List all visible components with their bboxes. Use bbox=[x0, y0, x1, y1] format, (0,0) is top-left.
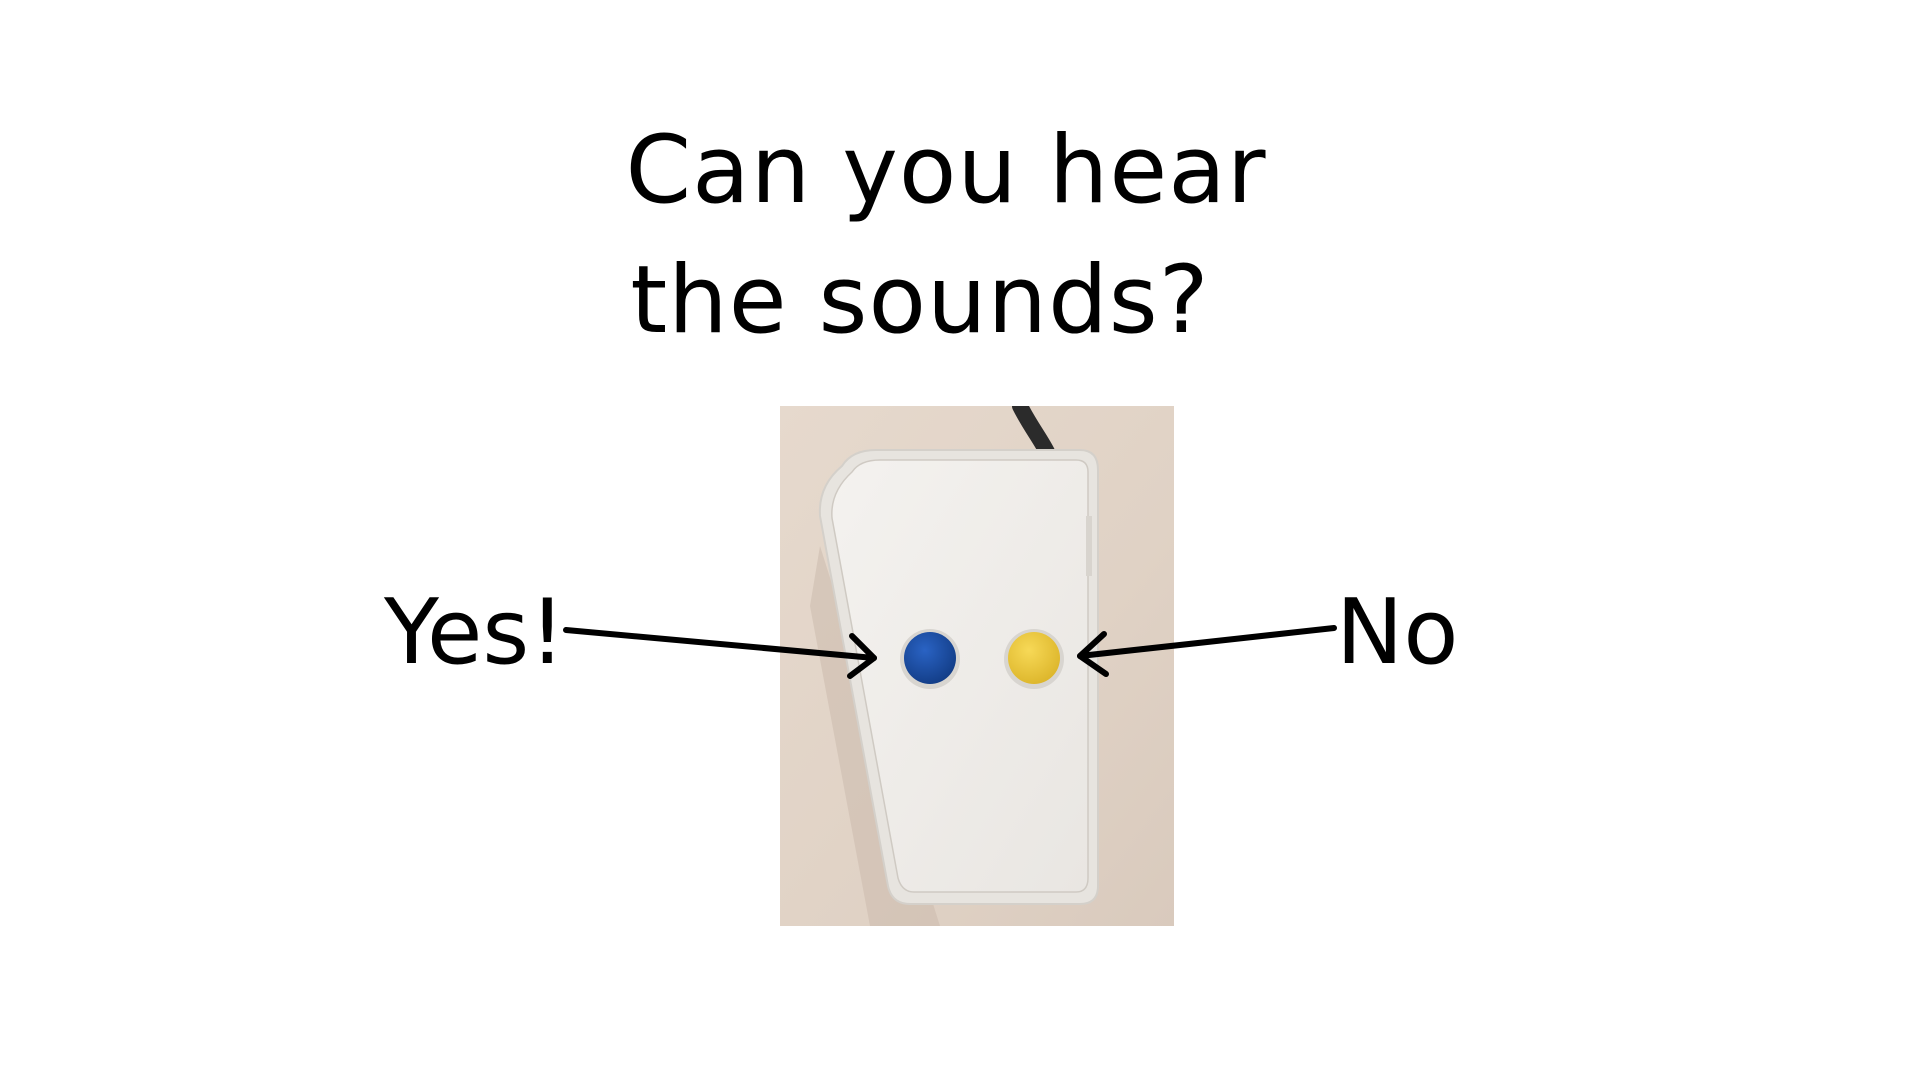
blue-button bbox=[904, 632, 956, 684]
yes-label: Yes! bbox=[384, 580, 566, 685]
question-line-2: the sounds? bbox=[630, 246, 1210, 355]
device-side-detail bbox=[1086, 516, 1092, 576]
question-line-1: Can you hear bbox=[625, 116, 1267, 225]
device-face bbox=[831, 459, 1089, 893]
no-label: No bbox=[1336, 580, 1459, 685]
response-box-illustration bbox=[780, 406, 1174, 926]
yellow-button bbox=[1008, 632, 1060, 684]
response-box-photo bbox=[780, 406, 1174, 926]
